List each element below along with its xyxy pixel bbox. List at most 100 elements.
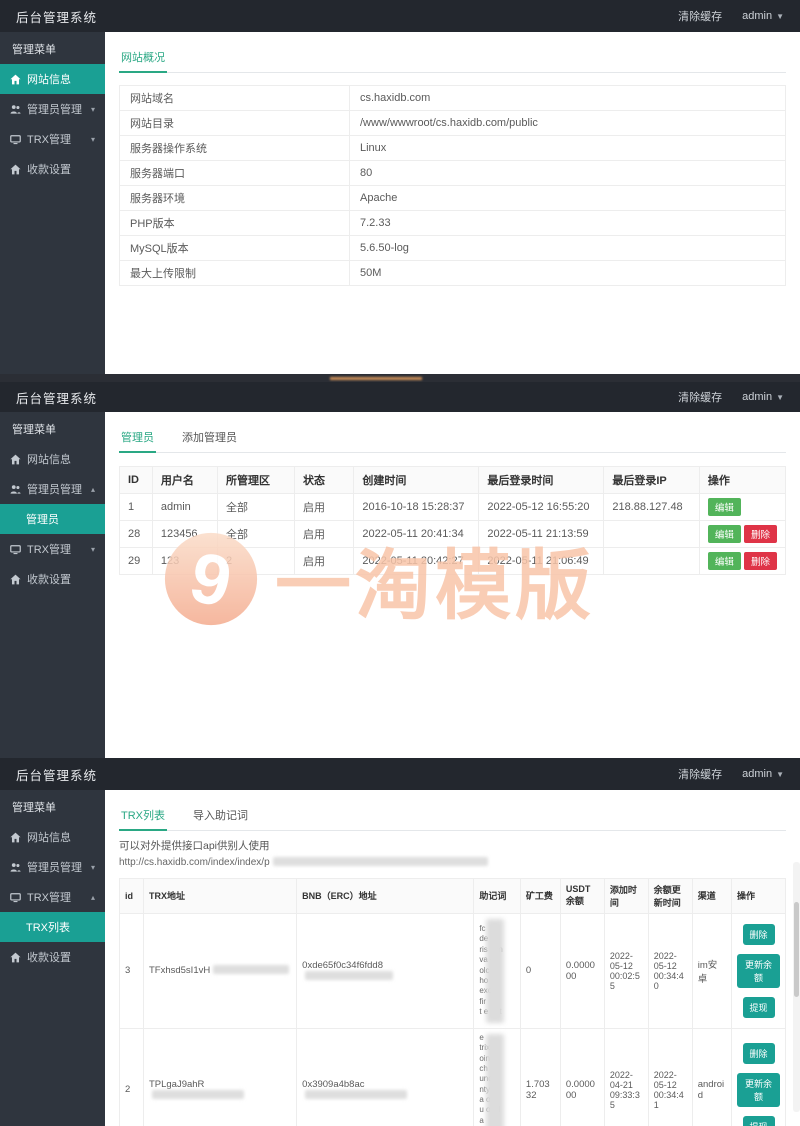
trx-address: TFxhsd5sI1vH [148, 965, 211, 977]
app-title: 后台管理系统 [16, 391, 98, 406]
withdraw-button[interactable]: 提现 [742, 996, 775, 1018]
tab-trx-list[interactable]: TRX列表 [119, 802, 167, 831]
user-menu[interactable]: admin ▼ [742, 391, 784, 403]
sidebar-item-payment[interactable]: 收款设置 [0, 564, 105, 594]
delete-button[interactable]: 删除 [742, 1042, 775, 1064]
home-icon [10, 74, 21, 85]
sidebar-item-trx-mgmt[interactable]: TRX管理 ▾ [0, 534, 105, 564]
home-icon [10, 832, 21, 843]
redacted-blur [305, 970, 394, 980]
table-row: 1 admin 全部 启用 2016-10-18 15:28:37 2022-0… [119, 493, 787, 521]
user-menu[interactable]: admin ▼ [742, 768, 784, 780]
tab-admin-list[interactable]: 管理员 [119, 424, 156, 453]
submenu-admin: 管理员 [0, 504, 105, 534]
redacted-blur [486, 918, 505, 1023]
sidebar-menu-title: 管理菜单 [12, 44, 56, 56]
sidebar-item-payment[interactable]: 收款设置 [0, 154, 105, 184]
tab-bar: 网站概况 [119, 44, 786, 73]
app-title: 后台管理系统 [16, 10, 98, 25]
table-row: 2 TPLgaJ9ahR 0x3909a4b8ac e trix oin ch … [119, 1027, 786, 1126]
sidebar-item-admin-mgmt[interactable]: 管理员管理 ▴ [0, 474, 105, 504]
redacted-blur [272, 856, 488, 866]
update-balance-button[interactable]: 更新余额 [737, 1072, 780, 1107]
scrollbar-thumb[interactable] [794, 902, 799, 997]
bnb-address: 0xde65f0c34f6fdd8 [302, 959, 383, 971]
sidebar: 管理菜单 网站信息 管理员管理 ▾ TRX管理 ▴ TRX列表 收款设置 [0, 790, 105, 1126]
screenshot-section-admins: 后台管理系统 清除缓存 admin ▼ 管理菜单 网站信息 管理员管理 ▴ 管理… [0, 382, 800, 758]
edit-button[interactable]: 编辑 [707, 498, 741, 516]
sidebar-menu-title: 管理菜单 [12, 802, 56, 814]
user-menu[interactable]: admin ▼ [742, 10, 784, 22]
sidebar-menu-title: 管理菜单 [12, 424, 56, 436]
chevron-up-icon: ▴ [90, 892, 95, 902]
delete-button[interactable]: 删除 [743, 525, 777, 543]
api-url: http://cs.haxidb.com/index/index/p [119, 856, 270, 868]
sidebar-item-site-info[interactable]: 网站信息 [0, 64, 105, 94]
tab-site-overview[interactable]: 网站概况 [119, 44, 167, 73]
screen-icon [10, 134, 21, 145]
chevron-down-icon: ▾ [90, 544, 95, 554]
edit-button[interactable]: 编辑 [707, 552, 741, 570]
api-notice: 可以对外提供接口api供别人使用 http://cs.haxidb.com/in… [119, 839, 786, 870]
chevron-down-icon: ▾ [90, 134, 95, 144]
chevron-down-icon: ▾ [90, 862, 95, 872]
sidebar-item-admin-mgmt[interactable]: 管理员管理 ▾ [0, 852, 105, 882]
clear-cache-button[interactable]: 清除缓存 [678, 11, 723, 23]
trx-table: id TRX地址 BNB（ERC）地址 助记词 矿工费 USDT余额 添加时间 … [119, 877, 786, 1126]
tab-bar: TRX列表 导入助记词 [119, 802, 786, 831]
table-row: MySQL版本 5.6.50-log [119, 235, 786, 261]
sidebar-item-site-info[interactable]: 网站信息 [0, 822, 105, 852]
update-balance-button[interactable]: 更新余额 [737, 953, 780, 988]
main-content: TRX列表 导入助记词 可以对外提供接口api供别人使用 http://cs.h… [105, 790, 800, 1126]
app-header: 后台管理系统 清除缓存 admin ▼ [0, 0, 800, 32]
user-name: admin [742, 10, 773, 22]
delete-button[interactable]: 删除 [743, 552, 777, 570]
table-row: 29 123 2 启用 2022-05-11 20:42:27 2022-05-… [119, 547, 787, 575]
screen-icon [10, 544, 21, 555]
home-icon [10, 164, 21, 175]
redacted-blur [151, 1089, 244, 1099]
redacted-blur [213, 965, 290, 975]
table-row: 服务器端口 80 [119, 160, 786, 186]
table-row: 最大上传限制 50M [119, 260, 786, 286]
user-name: admin [742, 768, 773, 780]
bnb-address: 0x3909a4b8ac [302, 1078, 365, 1090]
user-name: admin [742, 391, 773, 403]
sidebar-item-trx-mgmt[interactable]: TRX管理 ▾ [0, 124, 105, 154]
edit-button[interactable]: 编辑 [707, 525, 741, 543]
divider-artifact [330, 377, 422, 380]
table-row: 28 123456 全部 启用 2022-05-11 20:41:34 2022… [119, 520, 787, 548]
users-icon [10, 862, 21, 873]
clear-cache-button[interactable]: 清除缓存 [678, 392, 723, 404]
sidebar: 管理菜单 网站信息 管理员管理 ▴ 管理员 TRX管理 ▾ 收款设置 [0, 412, 105, 758]
sidebar-item-admin-mgmt[interactable]: 管理员管理 ▾ [0, 94, 105, 124]
table-row: 网站目录/www/wwwroot/cs.haxidb.com/public [119, 110, 786, 136]
redacted-blur [486, 1033, 505, 1126]
home-icon [10, 574, 21, 585]
api-notice-line: 可以对外提供接口api供别人使用 [119, 840, 270, 852]
home-icon [10, 952, 21, 963]
users-icon [10, 484, 21, 495]
withdraw-button[interactable]: 提现 [742, 1115, 775, 1126]
sidebar-item-site-info[interactable]: 网站信息 [0, 444, 105, 474]
scrollbar[interactable] [793, 862, 800, 1112]
app-header: 后台管理系统 清除缓存 admin ▼ [0, 382, 800, 412]
clear-cache-button[interactable]: 清除缓存 [678, 769, 723, 781]
sidebar-subitem-trx-list[interactable]: TRX列表 [0, 912, 105, 942]
users-icon [10, 104, 21, 115]
tab-bar: 管理员 添加管理员 [119, 424, 786, 453]
tab-add-admin[interactable]: 添加管理员 [182, 432, 237, 444]
table-row: 服务器环境 Apache [119, 185, 786, 211]
chevron-up-icon: ▴ [90, 484, 95, 494]
sidebar-subitem-admin[interactable]: 管理员 [0, 504, 105, 534]
redacted-blur [305, 1089, 408, 1099]
tab-import-mnemonic[interactable]: 导入助记词 [193, 810, 248, 822]
delete-button[interactable]: 删除 [742, 923, 775, 945]
main-content: 网站概况 网站域名 cs.haxidb.com 网站目录/www/wwwroot/… [105, 32, 800, 374]
screenshot-section-site-info: 后台管理系统 清除缓存 admin ▼ 管理菜单 网站信息 管理员管理 ▾ TR… [0, 0, 800, 374]
app-header: 后台管理系统 清除缓存 admin ▼ [0, 758, 800, 790]
sidebar-item-trx-mgmt[interactable]: TRX管理 ▴ [0, 882, 105, 912]
sidebar-item-payment[interactable]: 收款设置 [0, 942, 105, 972]
site-info-table: 网站域名 cs.haxidb.com 网站目录/www/wwwroot/cs.ha… [119, 85, 786, 286]
app-title: 后台管理系统 [16, 768, 98, 783]
